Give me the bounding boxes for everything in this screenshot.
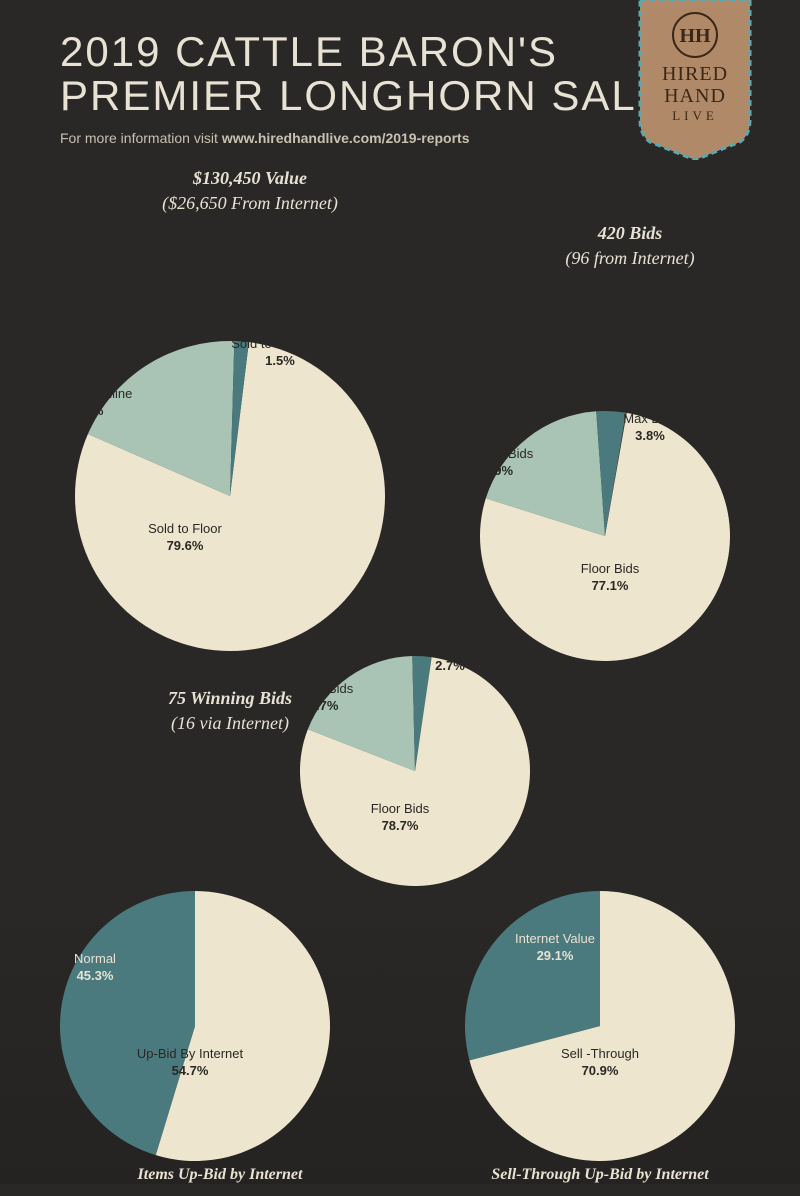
- slice-label-bids: Max Bids3.8%: [590, 411, 710, 445]
- subtitle-link[interactable]: www.hiredhandlive.com/2019-reports: [222, 130, 470, 146]
- chart-title-winning: 75 Winning Bids(16 via Internet): [120, 686, 340, 736]
- slice-label-winning: Max Bids2.7%: [390, 641, 510, 675]
- slice-label-sellthrough: Sell -Through70.9%: [540, 1046, 660, 1080]
- subtitle-prefix: For more information visit: [60, 130, 222, 146]
- header: 2019 CATTLE BARON'SPREMIER LONGHORN SALE…: [0, 0, 800, 156]
- slice-label-sellthrough: Internet Value29.1%: [495, 931, 615, 965]
- chart-title-bids: 420 Bids(96 from Internet): [520, 221, 740, 271]
- chart-bottom-label-sellthrough: Sell-Through Up-Bid by Internet: [470, 1166, 730, 1184]
- svg-text:HIRED: HIRED: [662, 63, 728, 85]
- hired-hand-logo: HH HIRED HAND LIVE: [630, 0, 760, 160]
- slice-label-value: Sold to Floor79.6%: [125, 521, 245, 555]
- svg-text:LIVE: LIVE: [672, 108, 718, 123]
- svg-text:HAND: HAND: [664, 85, 726, 107]
- chart-bottom-label-upbid: Items Up-Bid by Internet: [90, 1166, 350, 1184]
- pie-charts-svg: [0, 156, 800, 1196]
- slice-label-upbid: Up-Bid By Internet54.7%: [130, 1046, 250, 1080]
- slice-label-bids: Floor Bids77.1%: [550, 561, 670, 595]
- slice-label-bids: Online Bids19%: [440, 446, 560, 480]
- slice-label-upbid: Normal45.3%: [35, 951, 155, 985]
- svg-text:HH: HH: [679, 25, 711, 47]
- chart-area: Sold to Floor79.6% Sold Live Online18.9% S…: [0, 156, 800, 1156]
- chart-title-value: $130,450 Value($26,650 From Internet): [140, 166, 360, 216]
- slice-label-winning: Floor Bids78.7%: [340, 801, 460, 835]
- slice-label-value: Sold Live Online18.9%: [25, 386, 145, 420]
- slice-label-value: Sold to Max Bids1.5%: [220, 336, 340, 370]
